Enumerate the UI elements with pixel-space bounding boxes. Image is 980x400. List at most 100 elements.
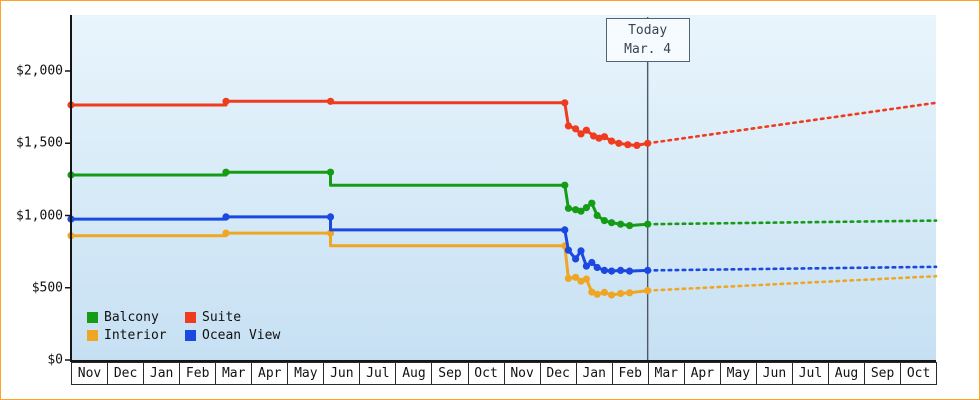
data-point-ocean-view: [561, 226, 569, 234]
series-forecast-suite: [646, 101, 938, 145]
data-point-ocean-view: [593, 263, 601, 272]
x-axis-month-cell: May: [287, 362, 325, 385]
x-axis-month-cell: Sep: [864, 362, 902, 385]
data-point-interior: [608, 291, 616, 299]
x-axis-month-cell: Oct: [900, 362, 938, 385]
data-point-suite: [644, 139, 652, 147]
data-point-interior: [588, 288, 596, 296]
data-point-balcony: [588, 199, 596, 207]
x-axis-month-cell: Apr: [683, 362, 721, 385]
legend-swatch-ocean-view: [185, 330, 196, 341]
legend-swatch-interior: [87, 330, 98, 341]
data-point-suite: [222, 97, 230, 105]
data-point-interior: [644, 287, 652, 295]
data-point-ocean-view: [600, 266, 609, 274]
plot-area: [71, 15, 936, 361]
legend-item: Suite: [185, 310, 280, 325]
data-point-interior: [626, 289, 634, 297]
data-point-ocean-view: [577, 247, 585, 255]
data-point-ocean-view: [617, 266, 625, 274]
legend-item: Ocean View: [185, 328, 280, 343]
y-axis-label: $2,000: [16, 63, 63, 79]
data-point-balcony: [561, 181, 569, 189]
data-point-ocean-view: [572, 255, 580, 263]
chart-legend: Balcony Suite Interior Ocean View: [87, 310, 280, 343]
data-point-interior: [582, 275, 591, 283]
data-point-balcony: [593, 211, 601, 220]
data-point-ocean-view: [626, 267, 634, 275]
x-axis-month-cell: Mar: [647, 362, 685, 385]
legend-item: Interior: [87, 328, 185, 343]
x-axis-month-cell: Jul: [791, 362, 829, 385]
data-point-suite: [595, 134, 603, 142]
x-axis-month-cell: Apr: [251, 362, 289, 385]
data-point-interior: [564, 274, 573, 282]
x-axis-month-cell: Oct: [467, 362, 505, 385]
data-point-suite: [615, 139, 623, 147]
data-point-ocean-view: [222, 213, 230, 221]
data-point-balcony: [608, 219, 616, 227]
x-axis-month-cell: Sep: [431, 362, 469, 385]
data-point-ocean-view: [564, 246, 573, 254]
data-point-balcony: [222, 168, 230, 176]
legend-item: Balcony: [87, 310, 185, 325]
data-point-suite: [577, 130, 585, 138]
legend-label: Balcony: [104, 310, 159, 325]
x-axis-month-cell: Dec: [107, 362, 145, 385]
today-annotation-box: Today Mar. 4: [605, 18, 690, 62]
data-point-balcony: [582, 204, 591, 212]
data-point-ocean-view: [588, 258, 596, 267]
data-point-balcony: [644, 220, 652, 228]
data-point-balcony: [577, 207, 585, 215]
series-forecast-ocean-view: [646, 265, 938, 272]
data-point-balcony: [600, 217, 609, 225]
x-axis-month-cell: Nov: [71, 362, 109, 385]
data-point-balcony: [572, 206, 580, 214]
y-axis-label: $1,000: [16, 208, 63, 223]
today-date: Mar. 4: [624, 42, 672, 57]
series-forecast-balcony: [646, 219, 938, 226]
data-point-suite: [326, 97, 335, 105]
x-axis-month-cell: Jun: [323, 362, 361, 385]
data-point-ocean-view: [644, 266, 652, 274]
x-axis-month-cell: Mar: [215, 362, 253, 385]
data-point-interior: [222, 229, 230, 237]
data-point-interior: [600, 288, 609, 296]
series-forecast-interior: [646, 274, 938, 292]
x-axis-month-cell: Aug: [395, 362, 433, 385]
data-point-suite: [624, 141, 632, 149]
x-axis-month-cell: May: [719, 362, 757, 385]
data-point-suite: [600, 133, 609, 141]
x-axis-month-cell: Dec: [539, 362, 577, 385]
data-point-suite: [572, 125, 580, 133]
legend-swatch-balcony: [87, 312, 98, 323]
data-point-balcony: [564, 204, 573, 212]
data-point-ocean-view: [326, 213, 335, 221]
axis-lines: [70, 15, 936, 362]
x-axis-month-cell: Feb: [179, 362, 217, 385]
legend-label: Suite: [202, 310, 242, 325]
y-axis-label: $1,500: [16, 135, 63, 151]
y-axis-label: $0: [47, 352, 63, 368]
legend-swatch-suite: [185, 312, 196, 323]
x-axis-month-cell: Aug: [827, 362, 866, 385]
today-label: Today: [628, 23, 668, 38]
data-point-interior: [572, 273, 580, 281]
data-point-interior: [577, 277, 585, 285]
data-point-balcony: [626, 222, 634, 230]
data-point-interior: [617, 289, 625, 298]
x-axis-month-cell: Jan: [143, 362, 181, 385]
x-axis-month-cell: Jan: [575, 362, 613, 385]
data-point-suite: [633, 141, 641, 149]
data-point-balcony: [617, 220, 625, 228]
data-point-ocean-view: [608, 267, 616, 275]
data-point-ocean-view: [582, 262, 591, 270]
x-axis-month-cell: Jul: [359, 362, 397, 385]
data-point-suite: [582, 126, 591, 134]
legend-label: Interior: [104, 328, 167, 343]
y-axis-label: $500: [31, 280, 63, 296]
data-point-interior: [593, 290, 601, 298]
legend-label: Ocean View: [202, 328, 281, 343]
